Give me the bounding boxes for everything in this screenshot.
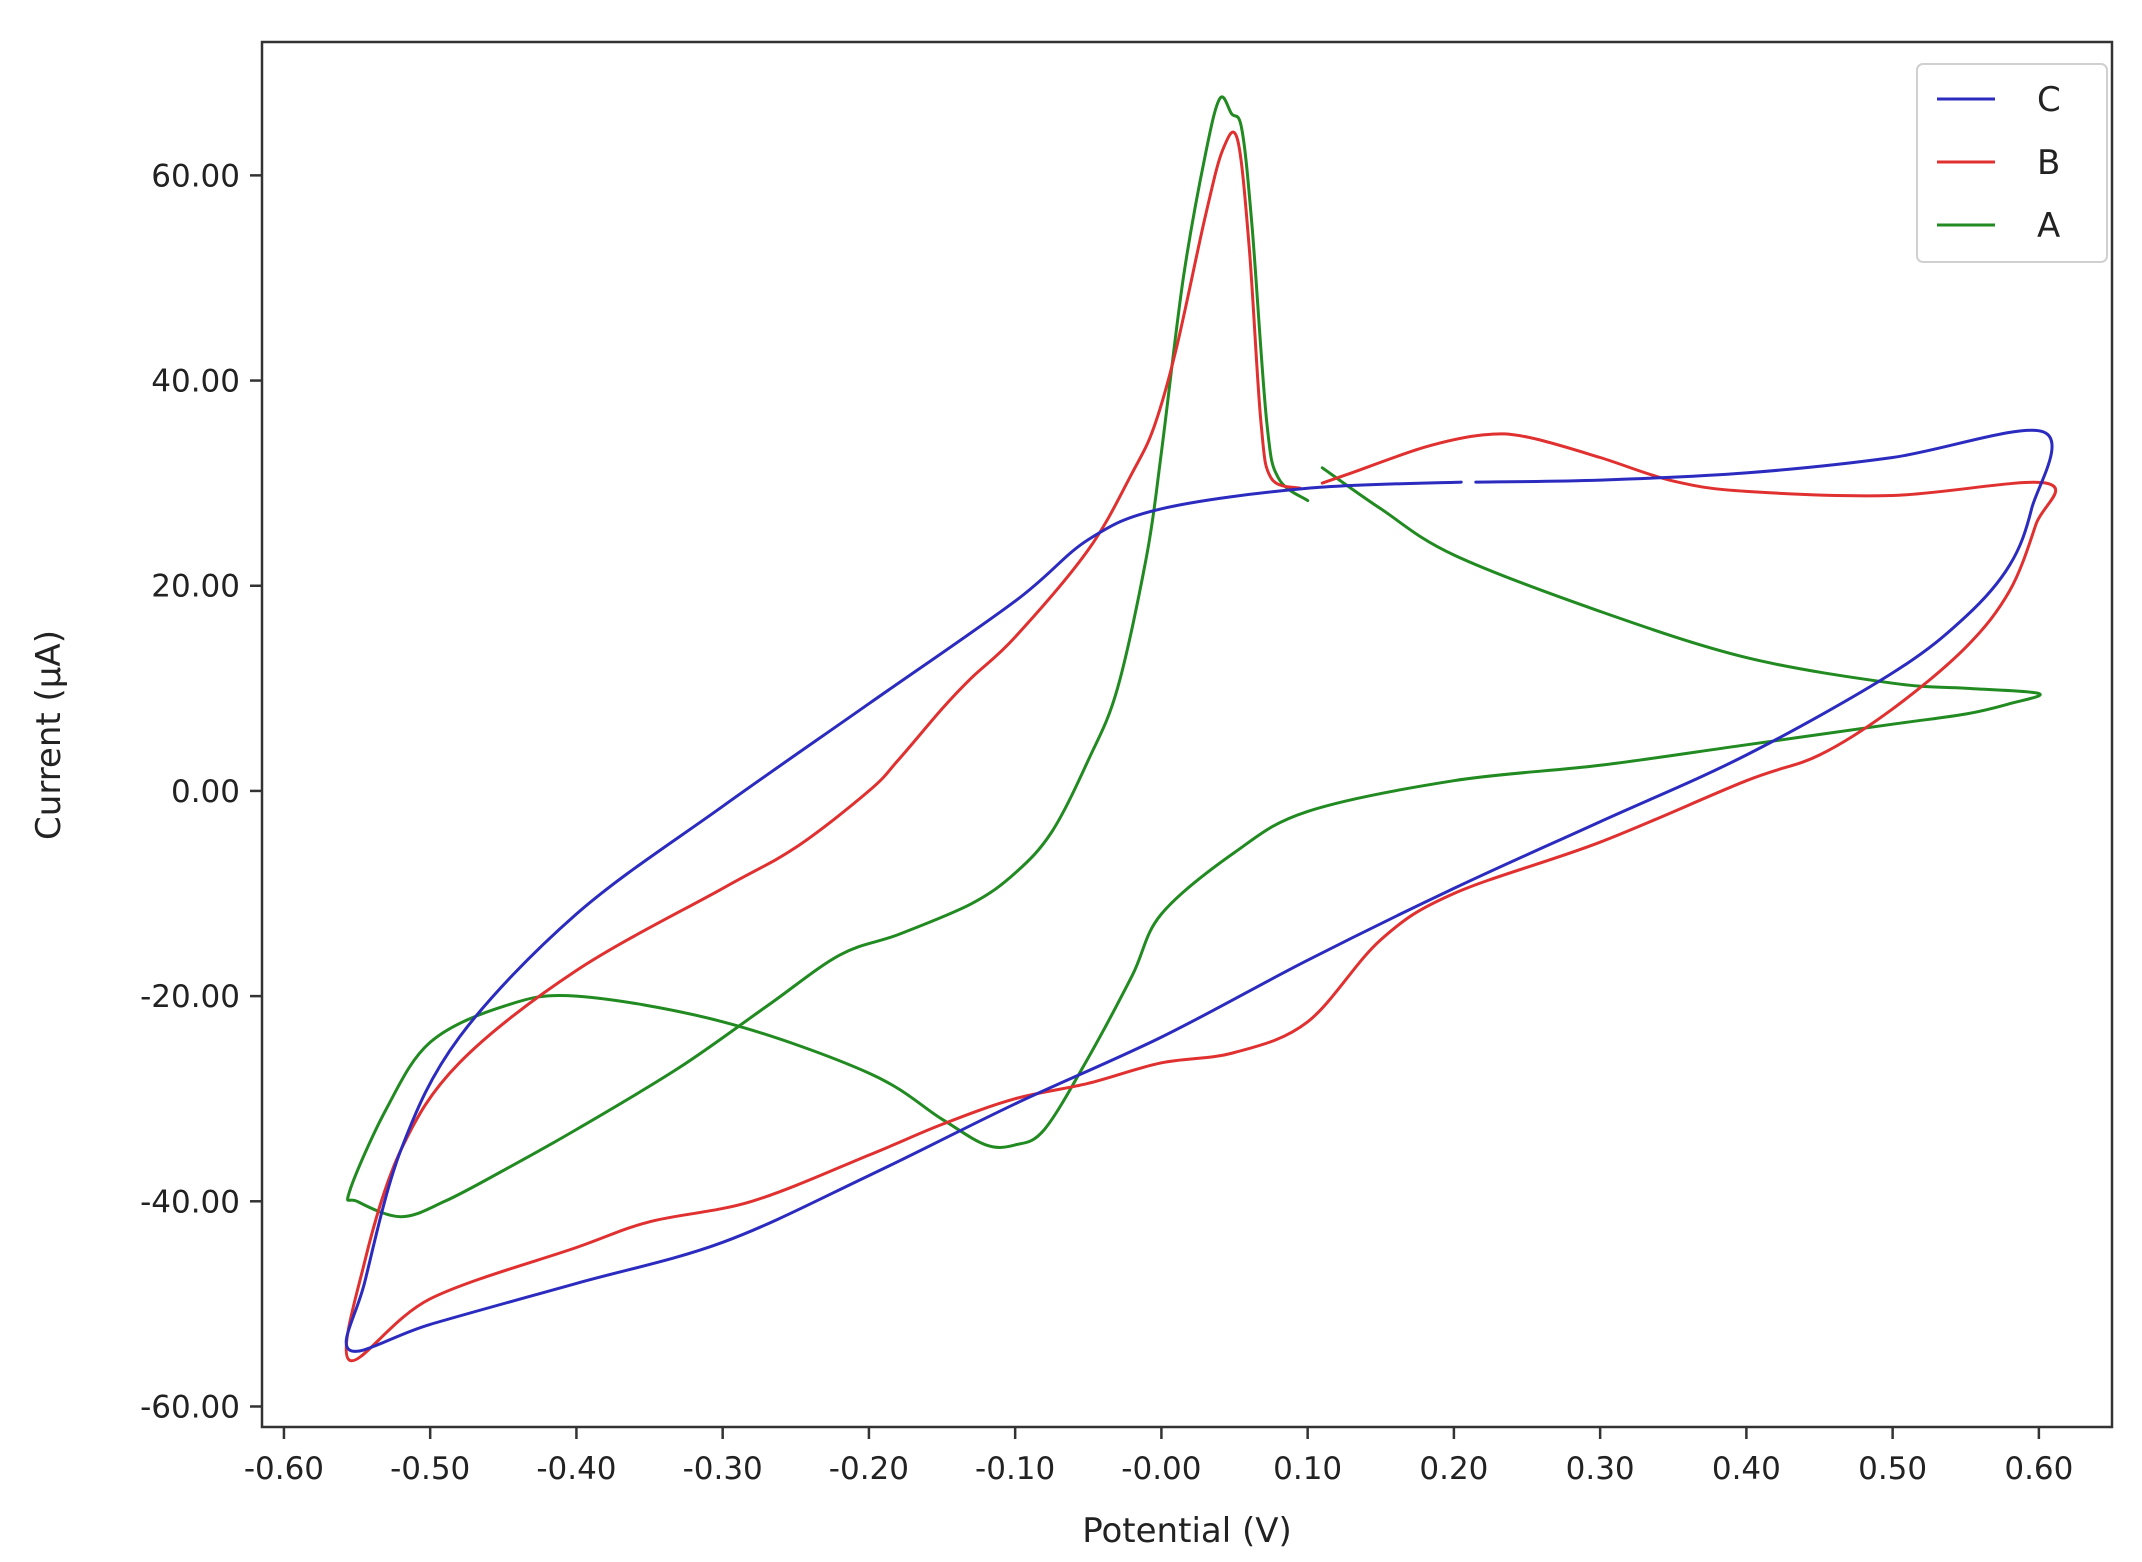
y-tick-label: 0.00 [171,774,240,810]
y-tick-label: 60.00 [151,158,240,194]
x-tick-label: -0.60 [244,1451,324,1487]
legend: CBA [1916,63,2108,263]
legend-label-b: B [2037,143,2060,183]
x-tick-label: 0.10 [1273,1451,1342,1487]
y-axis-title: Current (μA) [29,630,69,840]
y-axis-ticks: -60.00 -40.00 -20.00 0.00 20.00 40.00 60.00 [140,158,262,1425]
series-c-line [344,428,2054,1353]
series-c [344,428,2054,1353]
y-tick-label: 20.00 [151,569,240,605]
x-tick-label: 0.30 [1566,1451,1635,1487]
series-layer [344,95,2058,1363]
y-tick-label: -40.00 [140,1184,240,1220]
x-axis-ticks: -0.60 -0.50 -0.40 -0.30 -0.20 -0.10 -0.00 0.10 0… [244,1427,2073,1487]
x-tick-label: 0.40 [1712,1451,1781,1487]
y-tick-label: 40.00 [151,364,240,400]
legend-label-c: C [2037,80,2061,120]
x-tick-label: 0.20 [1419,1451,1488,1487]
x-tick-label: 0.50 [1858,1451,1927,1487]
series-a-line [346,95,2042,1219]
legend-box [1916,63,2108,263]
x-tick-label: -0.30 [683,1451,763,1487]
x-axis-title: Potential (V) [1082,1511,1292,1551]
plot-area-frame [260,40,2114,1429]
series-b [344,130,2058,1363]
x-tick-label: -0.40 [536,1451,616,1487]
y-tick-label: -60.00 [140,1389,240,1425]
x-tick-label: -0.20 [829,1451,909,1487]
x-tick-label: -0.50 [390,1451,470,1487]
series-a [346,95,2042,1219]
y-tick-label: -20.00 [140,979,240,1015]
legend-label-a: A [2037,206,2060,246]
x-tick-label: -0.10 [975,1451,1055,1487]
series-b-line [344,130,2058,1363]
x-tick-label: 0.60 [2004,1451,2073,1487]
x-tick-label: -0.00 [1121,1451,1201,1487]
